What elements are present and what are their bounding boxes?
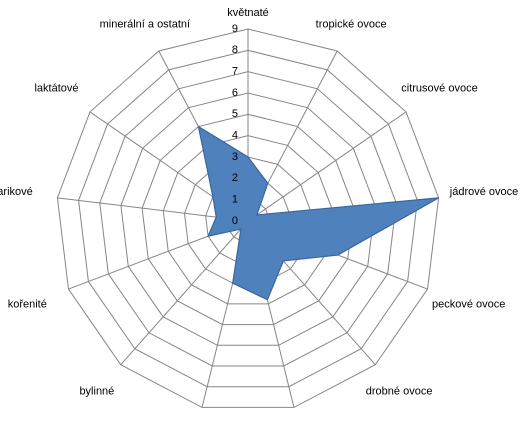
category-label: jádrové ovoce (449, 186, 519, 198)
category-label: laktátové (34, 83, 78, 95)
category-label: minerální a ostatní (100, 18, 191, 30)
grid-ring (141, 113, 355, 326)
r-tick-label: 9 (232, 23, 238, 35)
category-label: drobné ovoce (366, 385, 433, 397)
r-tick-label: 3 (232, 151, 238, 163)
category-label: bylinné (79, 385, 114, 397)
r-tick-label: 6 (232, 87, 238, 99)
spoke (120, 220, 249, 366)
r-tick-label: 8 (232, 44, 238, 56)
category-label: peckové ovoce (432, 299, 505, 311)
r-tick-label: 5 (232, 108, 238, 120)
spoke (247, 111, 407, 222)
category-label: květnaté (227, 7, 269, 19)
category-label: citrusové ovoce (401, 83, 477, 95)
r-tick-label: 2 (232, 172, 238, 184)
category-label: barikové (0, 186, 33, 198)
category-label: tropické ovoce (316, 18, 387, 30)
grid-ring (99, 71, 397, 367)
grid-ring (56, 28, 440, 408)
category-label: kořenité (8, 299, 47, 311)
grid-ring (78, 49, 418, 388)
r-tick-label: 7 (232, 66, 238, 78)
grid-ring (120, 92, 376, 346)
grid-ring (162, 135, 334, 305)
r-tick-label: 1 (232, 194, 238, 206)
radar-area (197, 125, 439, 301)
r-tick-label: 4 (232, 130, 238, 142)
r-tick-label: 0 (232, 215, 238, 227)
